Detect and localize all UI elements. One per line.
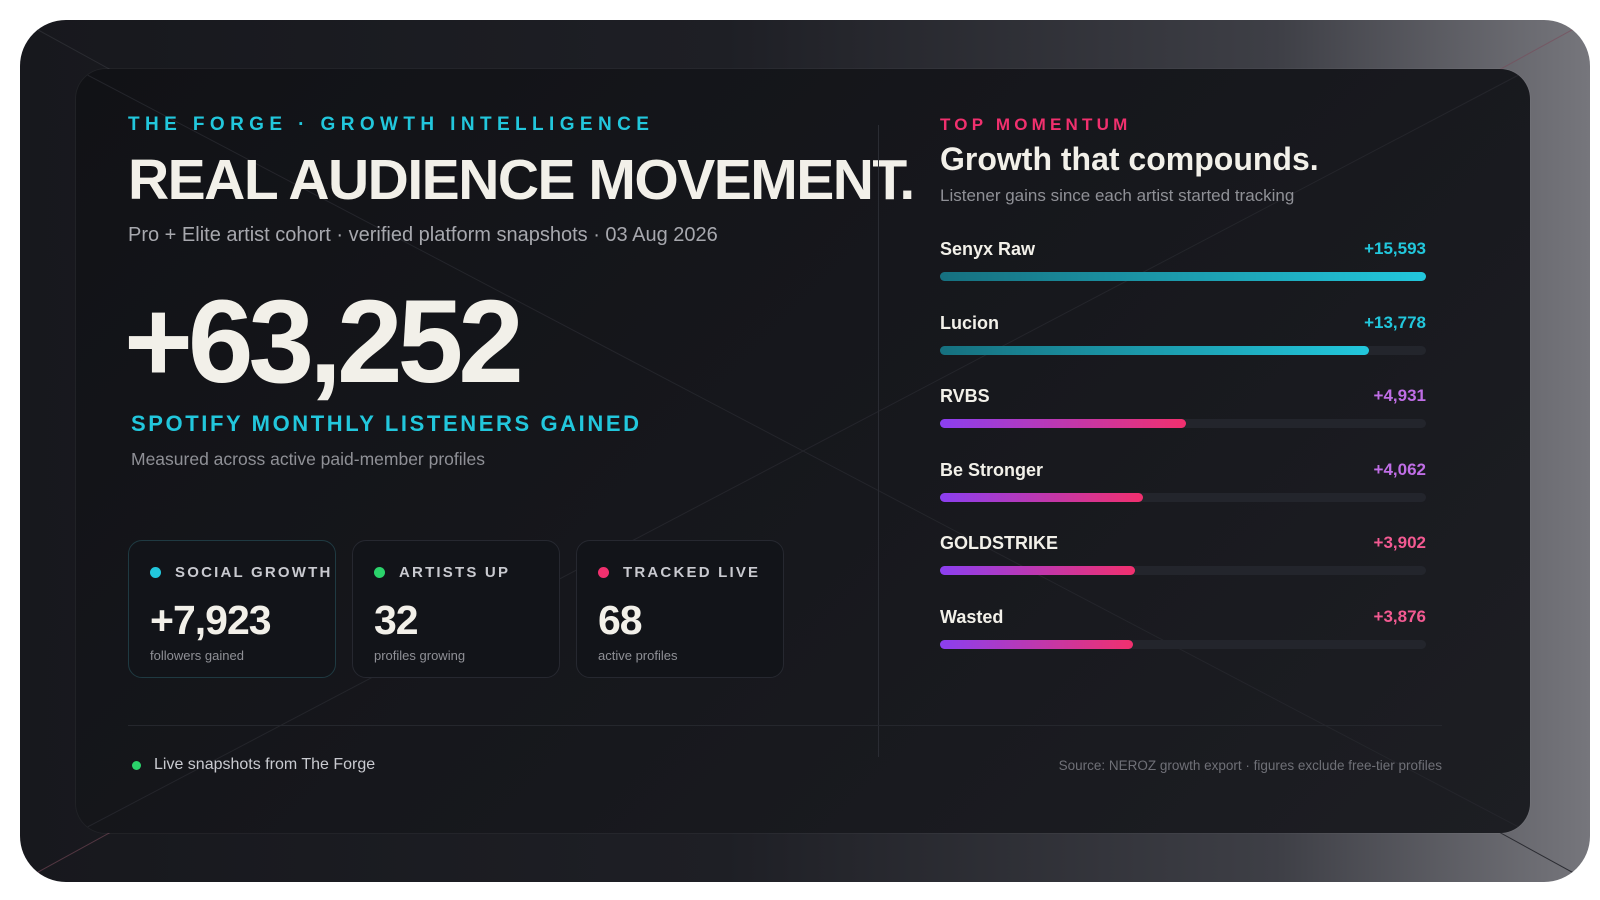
bar-row: Lucion +13,778 [940,313,1426,373]
panel-eyebrow: TOP MOMENTUM [940,115,1132,134]
stat-caption: followers gained [150,648,244,663]
bar-track [940,272,1426,281]
stat-caption: profiles growing [374,648,466,663]
stat-value: 68 [598,597,643,643]
stat-label: ARTISTS UP [399,564,511,581]
bar [940,640,1134,649]
stat-value: +7,923 [150,597,272,643]
footer-divider [128,725,1442,726]
column-divider [878,125,879,757]
bar-value-label: +4,062 [1373,459,1426,479]
card-decor-lines [76,69,1530,833]
stat-label: TRACKED LIVE [623,564,761,581]
bar-track [940,345,1426,355]
brand-eyebrow: THE FORGE · GROWTH INTELLIGENCE [128,114,655,135]
stat-label: SOCIAL GROWTH [175,564,333,581]
bar [940,492,1143,502]
chart-subtitle: Listener gains since each artist started… [940,186,1295,205]
stat-caption: active profiles [598,648,678,663]
hero-listeners-value: +63,252 [124,276,524,408]
bar [940,566,1135,576]
momentum-bar-chart: Senyx Raw +15,593 Lucion +13,778 RVBS +4,931 B… [940,239,1426,679]
bar-label: GOLDSTRIKE [940,533,1059,554]
footer-live-text: Live snapshots from The Forge [154,756,376,773]
bar-value-label: +3,902 [1373,533,1426,553]
dashboard-card: THE FORGE · GROWTH INTELLIGENCE REAL AUD… [76,69,1530,833]
stat-card-tracked-live: TRACKED LIVE 68 active profiles [576,540,784,678]
cohort-subline: Pro + Elite artist cohort · verified pla… [128,224,718,246]
bar-label: RVBS [940,386,990,407]
bar-label: Lucion [940,312,999,333]
bar-track [940,640,1426,649]
bar-label: Senyx Raw [940,239,1036,259]
status-dot-icon [150,567,161,578]
stat-card-artists-up: ARTISTS UP 32 profiles growing [352,540,560,678]
bar [940,272,1426,281]
hero-listeners-note: Measured across active paid-member profi… [131,449,486,469]
live-dot-icon [132,761,141,770]
bar-track [940,566,1426,576]
bar [940,419,1186,429]
hero-listeners-label: SPOTIFY MONTHLY LISTENERS GAINED [131,411,642,436]
status-dot-icon [374,567,385,578]
bar-label: Be Stronger [940,459,1044,480]
stat-card-social-growth: SOCIAL GROWTH +7,923 followers gained [128,540,336,678]
page-headline: REAL AUDIENCE MOVEMENT. [128,148,915,212]
chart-title: Growth that compounds. [940,141,1319,177]
outer-frame: THE FORGE · GROWTH INTELLIGENCE REAL AUD… [20,20,1590,882]
bar-row: Wasted +3,876 [940,607,1426,667]
bar-row: Be Stronger +4,062 [940,460,1426,520]
stat-value: 32 [374,597,419,643]
bar-label: Wasted [940,607,1004,627]
bar-value-label: +3,876 [1373,607,1426,626]
bar-row: RVBS +4,931 [940,386,1426,446]
footer-source-text: Source: NEROZ growth export · figures ex… [1058,758,1442,773]
status-dot-icon [598,567,609,578]
bar-value-label: +4,931 [1373,386,1426,406]
bar [940,345,1370,355]
bar-value-label: +13,778 [1364,312,1426,332]
bar-track [940,419,1426,429]
bar-track [940,492,1426,502]
bar-row: GOLDSTRIKE +3,902 [940,533,1426,593]
bar-row: Senyx Raw +15,593 [940,239,1426,299]
bar-value-label: +15,593 [1364,239,1426,258]
